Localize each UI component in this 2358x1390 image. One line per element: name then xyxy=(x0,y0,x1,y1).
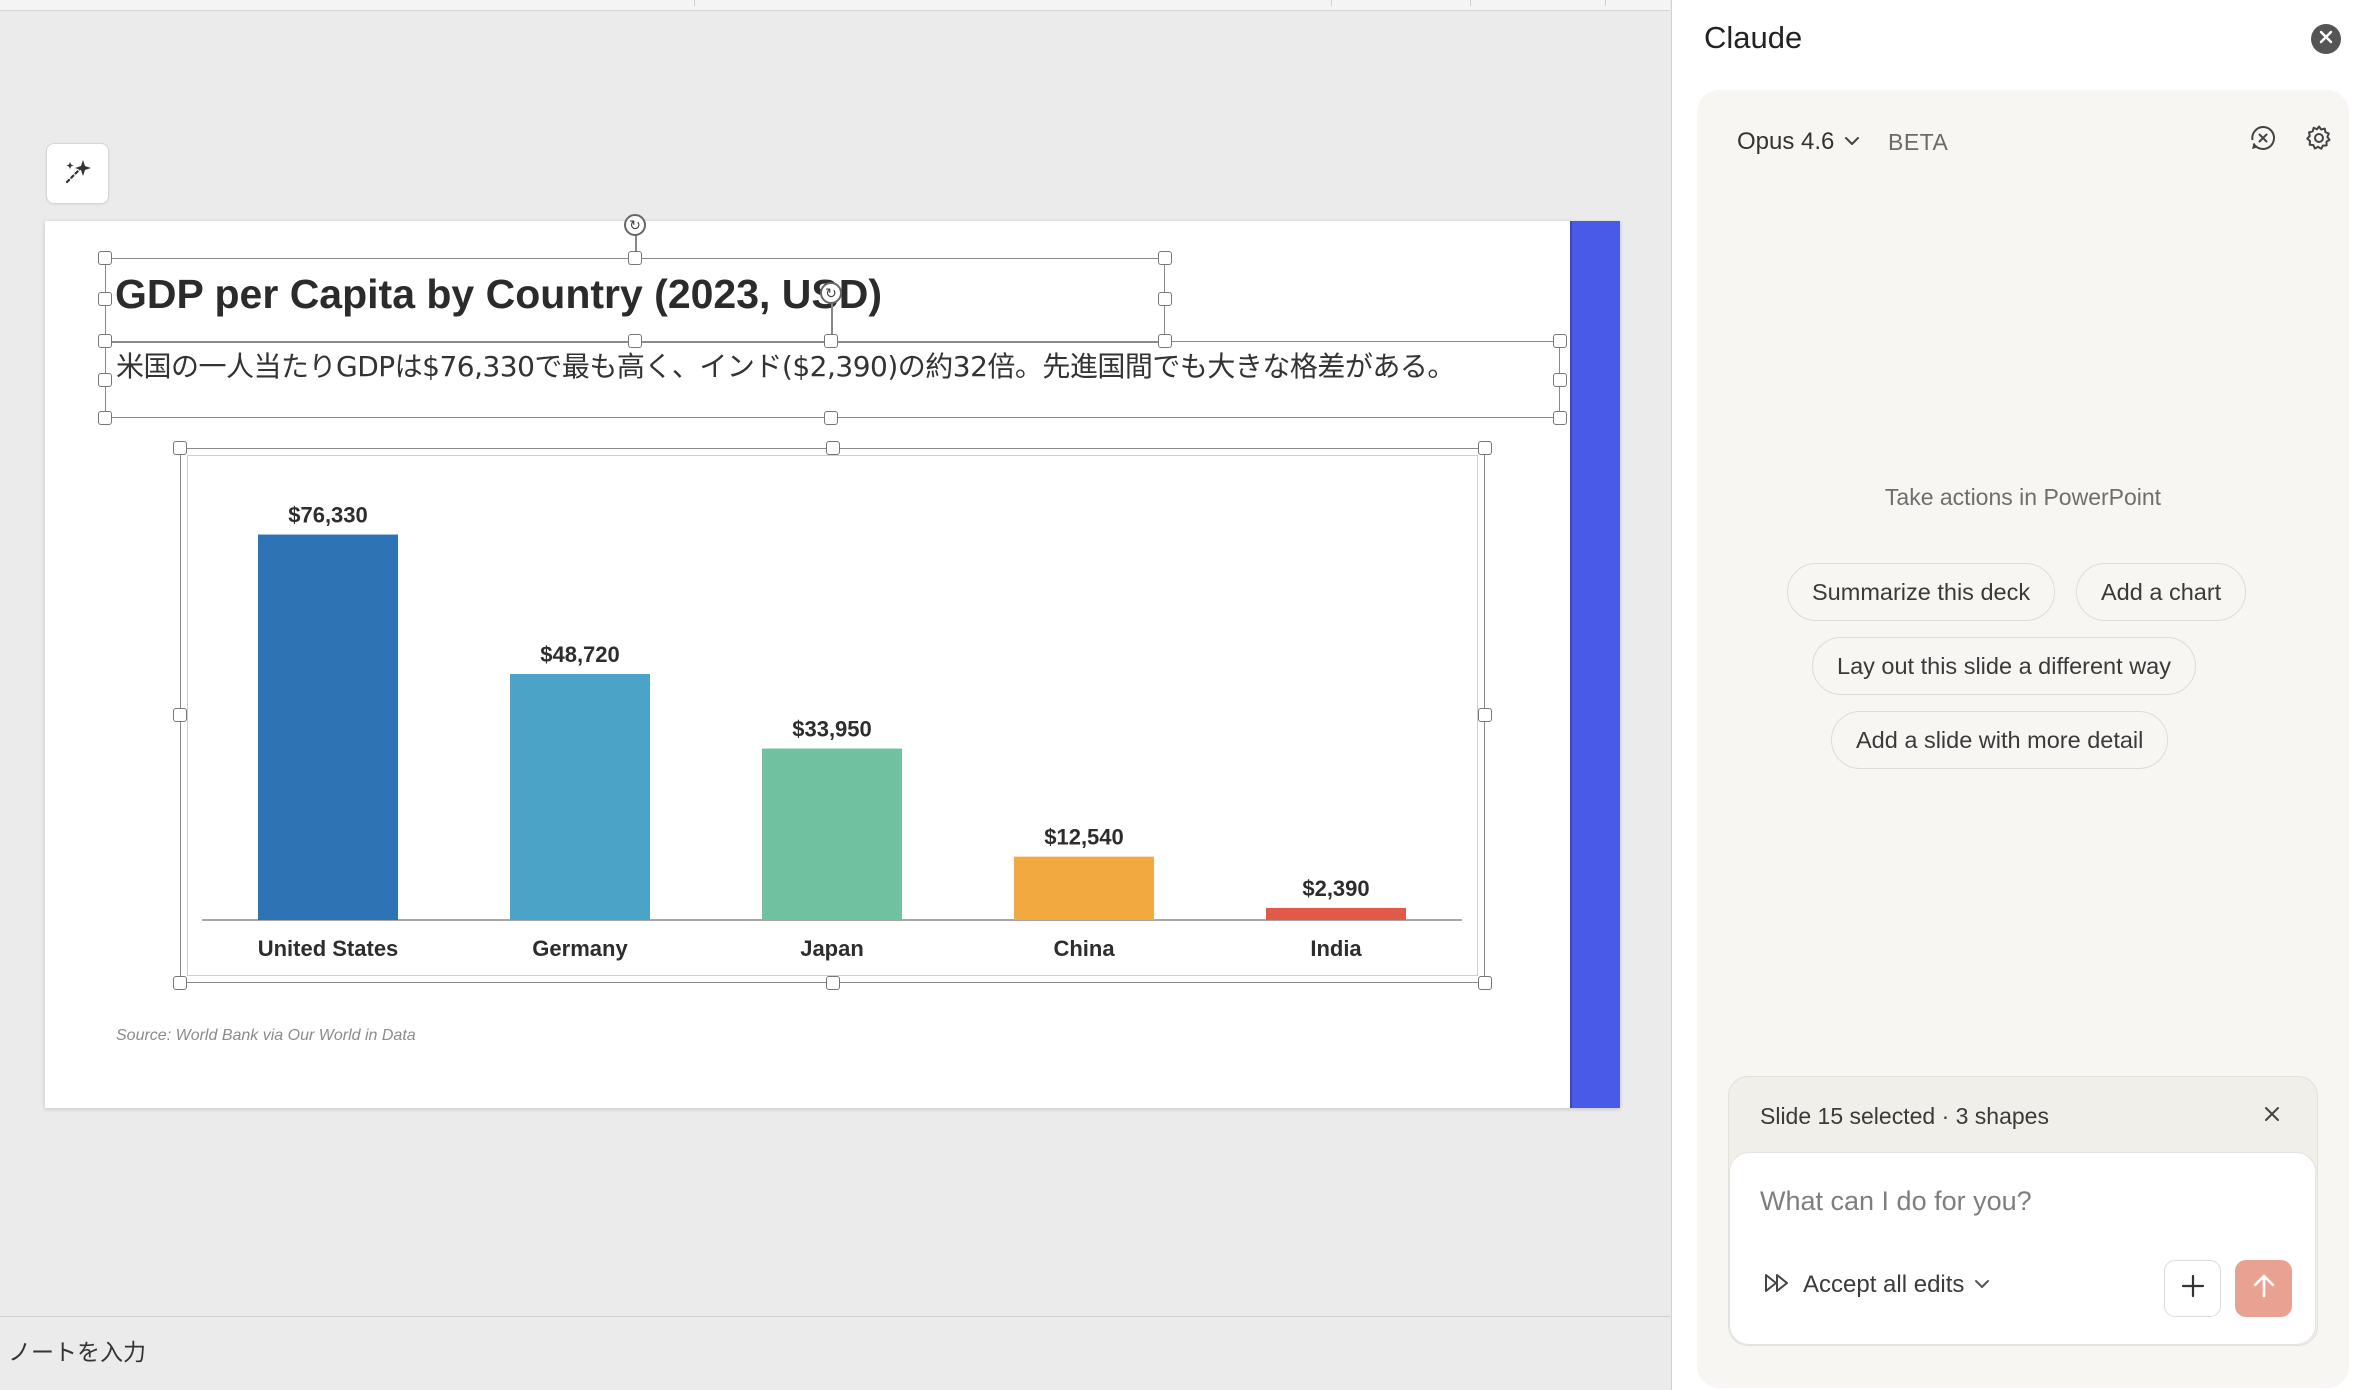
chart-resize-handle[interactable] xyxy=(826,441,840,455)
close-icon xyxy=(2263,1105,2281,1128)
chart-plot-area xyxy=(187,455,1478,976)
plus-icon xyxy=(2180,1273,2206,1304)
suggestion-add-chart[interactable]: Add a chart xyxy=(2076,563,2247,621)
slide-subtitle[interactable]: 米国の一人当たりGDPは$76,330で最も高く、インド($2,390)の約32… xyxy=(116,350,1455,383)
subtitle-resize-handle[interactable] xyxy=(1553,411,1567,425)
panel-title: Claude xyxy=(1704,20,1803,55)
slide-editor: GDP per Capita by Country (2023, USD) 米国… xyxy=(0,0,1670,1108)
panel-card: Opus 4.6 BETA xyxy=(1697,90,2349,1388)
claude-side-panel: Claude Opus 4.6 BETA xyxy=(1671,0,2358,1390)
fast-forward-icon xyxy=(1763,1272,1793,1299)
beta-badge: BETA xyxy=(1888,129,1949,155)
bar-united-states[interactable] xyxy=(258,534,398,920)
chart-resize-handle[interactable] xyxy=(173,441,187,455)
data-label: $76,330 xyxy=(288,503,368,528)
model-selector[interactable]: Opus 4.6 xyxy=(1737,128,1860,156)
category-label: India xyxy=(1310,936,1362,961)
chart-resize-handle[interactable] xyxy=(173,976,187,990)
selection-context: Slide 15 selected · 3 shapes xyxy=(1728,1076,2318,1346)
data-label: $2,390 xyxy=(1302,876,1369,901)
close-panel-button[interactable] xyxy=(2311,24,2341,54)
top-ruler xyxy=(0,0,1670,11)
chart-resize-handle[interactable] xyxy=(1478,976,1492,990)
accept-edits-label: Accept all edits xyxy=(1803,1271,1965,1298)
subtitle-resize-handle[interactable] xyxy=(1553,334,1567,348)
title-rotate-handle[interactable]: ↻ xyxy=(624,214,646,236)
accept-edits-dropdown[interactable]: Accept all edits xyxy=(1763,1271,1990,1299)
subtitle-resize-handle[interactable] xyxy=(824,411,838,425)
arrow-up-icon xyxy=(2251,1272,2277,1305)
bar-chart[interactable]: $76,330 United States $48,720 Germany $33,95… xyxy=(180,448,1485,983)
clear-selection-button[interactable] xyxy=(2259,1103,2285,1129)
data-label: $33,950 xyxy=(792,717,872,742)
chevron-down-icon xyxy=(1844,133,1860,151)
history-button[interactable] xyxy=(2247,124,2279,156)
suggestion-add-detail-slide[interactable]: Add a slide with more detail xyxy=(1831,711,2169,769)
category-label: Japan xyxy=(800,936,864,961)
category-label: China xyxy=(1053,936,1115,961)
designer-button[interactable] xyxy=(46,143,109,204)
attach-button[interactable] xyxy=(2164,1260,2221,1317)
model-name: Opus 4.6 xyxy=(1737,128,1835,155)
bar-india[interactable] xyxy=(1266,907,1406,920)
notes-placeholder[interactable]: ノートを入力 xyxy=(8,1340,146,1366)
empty-state-heading: Take actions in PowerPoint xyxy=(1884,484,2162,510)
magic-wand-icon xyxy=(61,154,95,193)
chart-resize-handle[interactable] xyxy=(1478,708,1492,722)
suggestion-summarize-deck[interactable]: Summarize this deck xyxy=(1787,563,2056,621)
selection-label: Slide 15 selected · 3 shapes xyxy=(1760,1103,2049,1129)
send-button[interactable] xyxy=(2235,1260,2292,1317)
subtitle-resize-handle[interactable] xyxy=(1553,373,1567,387)
settings-button[interactable] xyxy=(2303,124,2335,156)
slide-accent-bar xyxy=(1570,221,1620,1108)
bar-germany[interactable] xyxy=(510,673,650,920)
title-resize-handle[interactable] xyxy=(98,292,112,306)
title-resize-handle[interactable] xyxy=(628,334,642,348)
slide[interactable]: GDP per Capita by Country (2023, USD) 米国… xyxy=(45,214,1620,1108)
data-label: $48,720 xyxy=(540,642,620,667)
history-icon xyxy=(2249,124,2277,157)
bar-china[interactable] xyxy=(1014,856,1154,920)
source-note[interactable]: Source: World Bank via Our World in Data xyxy=(116,1027,416,1044)
chart-resize-handle[interactable] xyxy=(826,976,840,990)
category-label: United States xyxy=(258,936,399,961)
title-resize-handle[interactable] xyxy=(1158,292,1172,306)
slide-title[interactable]: GDP per Capita by Country (2023, USD) xyxy=(115,271,883,317)
prompt-input[interactable] xyxy=(1760,1181,2280,1221)
subtitle-resize-handle[interactable] xyxy=(1158,334,1172,348)
subtitle-resize-handle[interactable] xyxy=(98,334,112,348)
category-label: Germany xyxy=(532,936,628,961)
bar-japan[interactable] xyxy=(762,748,902,920)
suggestion-layout-slide[interactable]: Lay out this slide a different way xyxy=(1812,637,2196,695)
chart-resize-handle[interactable] xyxy=(1478,441,1492,455)
close-circle-icon xyxy=(2319,30,2333,49)
subtitle-resize-handle[interactable] xyxy=(824,334,838,348)
title-resize-handle[interactable] xyxy=(628,251,642,265)
subtitle-rotate-handle[interactable]: ↻ xyxy=(820,282,842,304)
composer: Accept all edits xyxy=(1729,1152,2316,1345)
subtitle-resize-handle[interactable] xyxy=(98,411,112,425)
gear-icon xyxy=(2305,124,2333,157)
chart-resize-handle[interactable] xyxy=(173,708,187,722)
title-resize-handle[interactable] xyxy=(98,251,112,265)
title-resize-handle[interactable] xyxy=(1158,251,1172,265)
chevron-down-icon xyxy=(1974,1276,1990,1294)
subtitle-resize-handle[interactable] xyxy=(98,373,112,387)
notes-pane[interactable]: ノートを入力 xyxy=(0,1316,1670,1390)
data-label: $12,540 xyxy=(1044,825,1124,850)
